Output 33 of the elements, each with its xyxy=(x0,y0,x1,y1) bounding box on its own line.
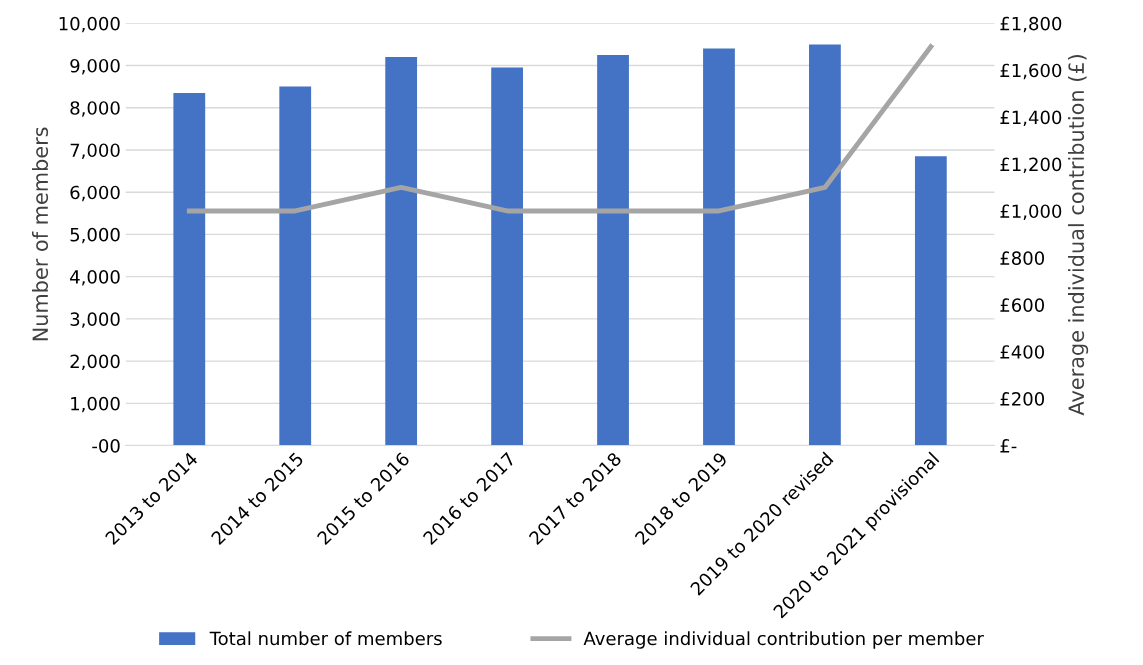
y-axis-title: Number of members xyxy=(31,127,49,341)
bar xyxy=(279,86,312,446)
y-tick-label: 2,000 xyxy=(70,354,120,371)
bar xyxy=(703,48,735,446)
y2-tick-label: £1,200 xyxy=(1000,157,1062,173)
y2-tick-label: £600 xyxy=(1000,298,1045,312)
y2-tick-label: £1,000 xyxy=(1000,204,1062,220)
legend-label: Total number of members xyxy=(209,631,442,646)
y-tick-label: 8,000 xyxy=(70,101,120,117)
y2-tick-label: £400 xyxy=(1000,345,1045,359)
bar xyxy=(385,57,418,446)
y-tick-label: 10,000 xyxy=(59,16,120,33)
y-tick-label: 9,000 xyxy=(70,58,120,75)
bar xyxy=(173,92,206,446)
y-tick-label: 4,000 xyxy=(70,270,120,286)
y2-tick-label: £1,800 xyxy=(1000,16,1062,33)
y2-tick-label: £- xyxy=(1000,439,1017,453)
bar xyxy=(914,156,947,446)
y2-axis-title: Average individual contribution (£) xyxy=(1068,55,1089,416)
y-tick-label: 3,000 xyxy=(70,312,120,328)
y2-tick-label: £1,600 xyxy=(1000,63,1062,80)
y2-tick-label: £800 xyxy=(1000,251,1045,265)
legend-label: Average individual contribution per member xyxy=(583,631,984,649)
y2-tick-label: £200 xyxy=(1000,392,1045,406)
bar xyxy=(809,44,841,446)
y-tick-label: 6,000 xyxy=(70,185,120,202)
y-tick-label: 1,000 xyxy=(71,396,120,413)
bar xyxy=(491,67,523,446)
bar xyxy=(597,54,629,446)
y-tick-label: 5,000 xyxy=(70,227,120,244)
y2-tick-label: £1,400 xyxy=(1000,110,1062,127)
y-tick-label: 7,000 xyxy=(70,143,120,159)
y-tick-label: -00 xyxy=(92,439,120,453)
